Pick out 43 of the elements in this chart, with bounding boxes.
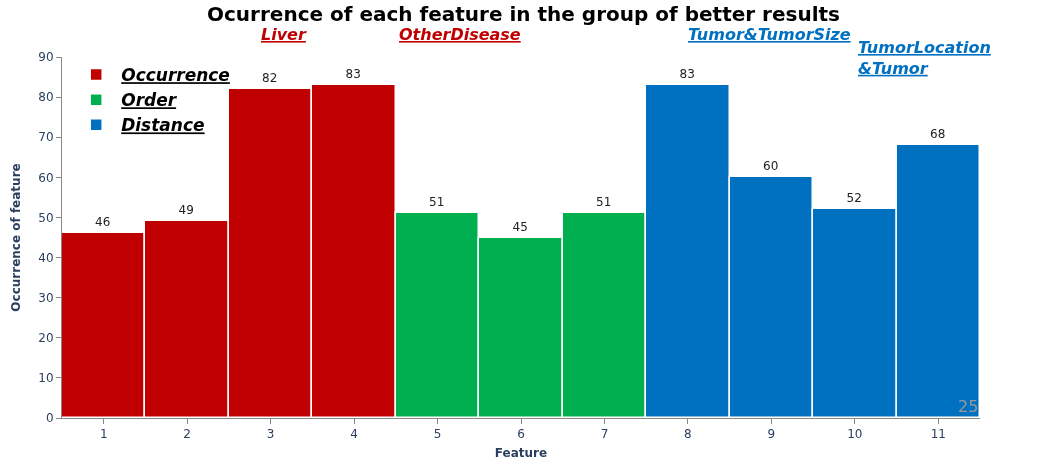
- annotation: TumorLocation &Tumor: [858, 38, 991, 78]
- text: Liver: [261, 25, 307, 44]
- y-tick-label: 90: [38, 50, 54, 65]
- x-tick-label: 3: [266, 427, 275, 442]
- x-tick-label: 7: [600, 427, 609, 442]
- x-axis-title: Feature: [494, 446, 548, 461]
- y-tick-label: 30: [38, 290, 54, 305]
- y-tick-label: 20: [38, 330, 54, 345]
- x-tick-label: 4: [350, 427, 358, 442]
- y-tick-label: 50: [38, 210, 54, 225]
- y-tick-label: 70: [38, 130, 54, 145]
- y-tick-label: 80: [38, 90, 54, 105]
- legend-label: Distance: [121, 115, 205, 136]
- legend-label: Order: [121, 90, 178, 111]
- x-tick-label: 10: [847, 427, 863, 442]
- x-tick-label: 6: [517, 427, 525, 442]
- data-label: 52: [846, 191, 862, 206]
- chart-title: Ocurrence of each feature in the group of better results: [207, 2, 840, 27]
- data-label: 68: [930, 127, 946, 142]
- data-label: 83: [345, 67, 361, 82]
- legend-label: Occurrence: [121, 65, 230, 86]
- data-label: 46: [95, 215, 111, 230]
- text: Tumor&TumorSize: [688, 25, 851, 44]
- y-axis-title: Occurrence of feature: [8, 163, 23, 312]
- y-tick-label: 0: [45, 411, 54, 426]
- x-tick-label: 5: [433, 427, 442, 442]
- data-label: 83: [679, 67, 695, 82]
- annotation: 25: [958, 397, 979, 416]
- data-label: 45: [512, 220, 528, 235]
- text: OtherDisease: [399, 25, 521, 44]
- y-tick-label: 40: [38, 250, 54, 265]
- data-label: 51: [596, 195, 612, 210]
- y-tick-label: 10: [38, 371, 54, 386]
- data-label: 51: [429, 195, 445, 210]
- x-tick-label: 2: [183, 427, 191, 442]
- y-tick-label: 60: [38, 170, 54, 185]
- x-tick-label: 1: [99, 427, 108, 442]
- x-tick-label: 11: [930, 427, 946, 442]
- x-tick-label: 8: [684, 427, 692, 442]
- x-tick-label: 9: [767, 427, 776, 442]
- data-label: 49: [178, 203, 194, 218]
- data-label: 82: [262, 71, 278, 86]
- data-label: 60: [763, 159, 779, 174]
